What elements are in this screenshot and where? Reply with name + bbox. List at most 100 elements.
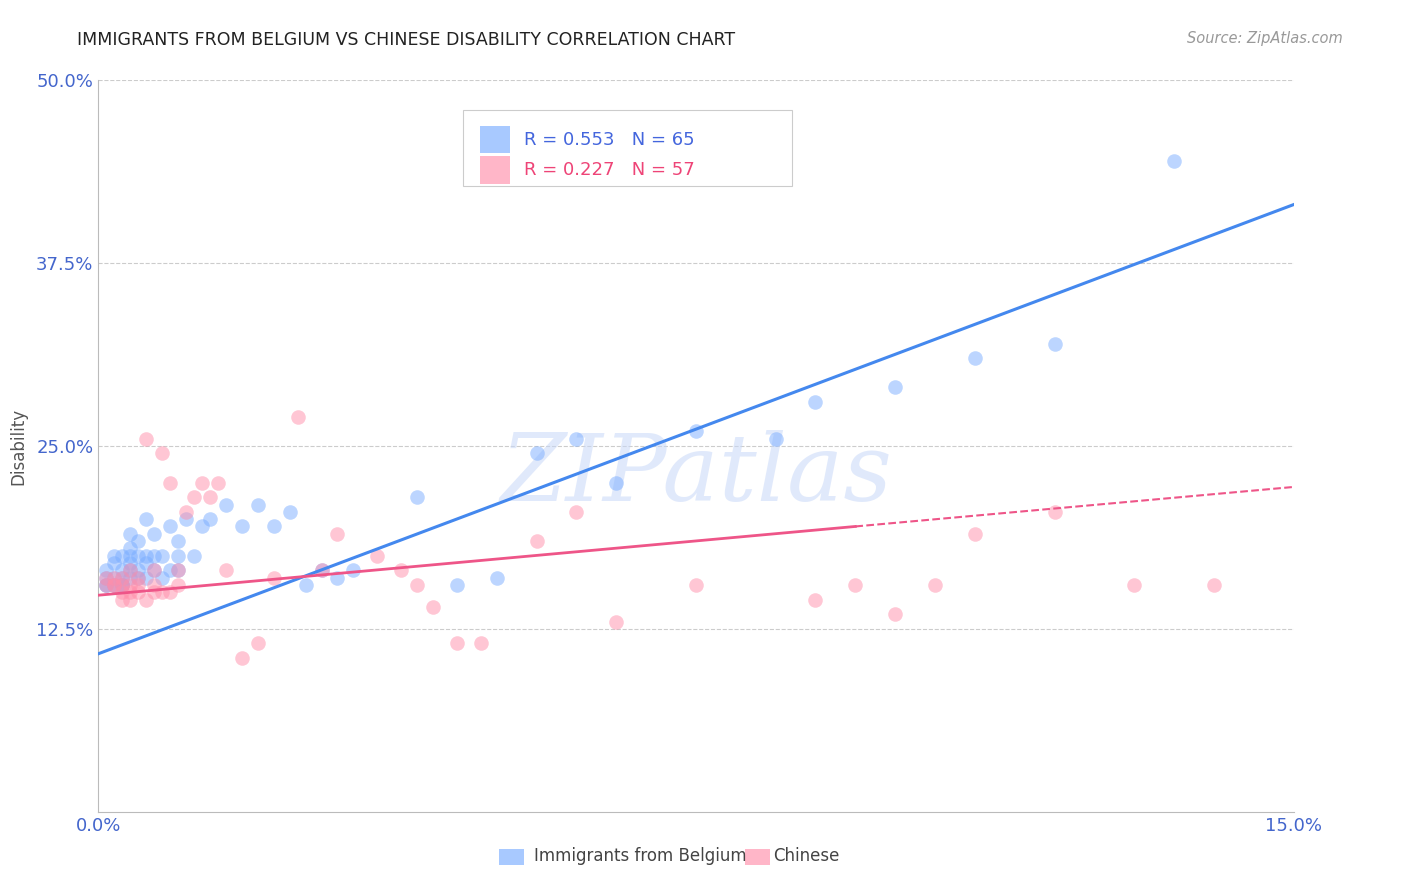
Point [111,585,134,599]
Point [191,519,214,533]
Point [389,563,412,577]
Point [135,571,157,585]
Point [150,446,173,460]
Point [446,578,468,592]
Point [294,578,316,592]
Point [127,563,149,577]
Point [366,549,388,563]
Point [278,505,301,519]
Point [326,526,349,541]
Point [120,541,142,556]
Point [159,475,181,490]
Point [246,636,269,650]
Point [215,563,238,577]
Point [127,571,149,585]
Point [183,490,205,504]
Point [96,563,118,577]
Point [143,585,166,599]
Point [422,599,444,614]
Point [103,571,125,585]
Point [565,505,588,519]
Point [191,475,214,490]
Point [111,578,134,592]
Point [127,571,149,585]
Point [565,432,588,446]
Point [103,549,125,563]
Point [804,395,827,409]
Point [96,571,118,585]
Bar [479,156,509,184]
Point [120,585,142,599]
Point [135,512,157,526]
Point [685,425,707,439]
Point [103,578,125,592]
Point [103,578,125,592]
Point [884,607,907,622]
Point [470,636,492,650]
Point [135,432,157,446]
Point [167,549,190,563]
Point [127,585,149,599]
Point [207,475,229,490]
Point [685,578,707,592]
Point [96,578,118,592]
Point [924,578,946,592]
Point [135,556,157,570]
Point [605,475,627,490]
Text: ZIPatlas: ZIPatlas [501,430,891,520]
Text: Immigrants from Belgium: Immigrants from Belgium [534,847,747,865]
Point [120,549,142,563]
Y-axis label: Disability: Disability [10,408,28,484]
Point [143,563,166,577]
Point [263,571,285,585]
Point [111,592,134,607]
Point [963,526,986,541]
Point [1123,578,1146,592]
Point [120,556,142,570]
Point [231,651,253,665]
Point [103,578,125,592]
Point [150,549,173,563]
Point [143,578,166,592]
Point [1163,153,1185,168]
Bar [463,110,792,186]
Point [111,578,134,592]
Point [120,592,142,607]
Point [111,571,134,585]
Point [167,563,190,577]
Point [183,549,205,563]
Point [446,636,468,650]
Point [485,571,508,585]
Point [96,571,118,585]
Point [143,526,166,541]
Point [1202,578,1225,592]
Point [159,563,181,577]
Point [198,512,221,526]
Point [231,519,253,533]
Point [127,578,149,592]
Point [174,512,197,526]
Point [406,490,429,504]
Point [111,578,134,592]
Point [135,549,157,563]
Point [103,578,125,592]
Bar [479,126,509,153]
Text: R = 0.227   N = 57: R = 0.227 N = 57 [524,161,695,179]
Point [1043,336,1066,351]
Point [406,578,429,592]
Point [167,534,190,549]
Point [526,534,548,549]
Point [103,571,125,585]
Point [143,549,166,563]
Point [174,505,197,519]
Point [159,519,181,533]
Point [111,571,134,585]
Point [287,409,309,424]
Point [111,549,134,563]
Point [263,519,285,533]
Point [111,563,134,577]
Point [804,592,827,607]
Point [96,578,118,592]
Point [143,563,166,577]
Point [765,432,787,446]
